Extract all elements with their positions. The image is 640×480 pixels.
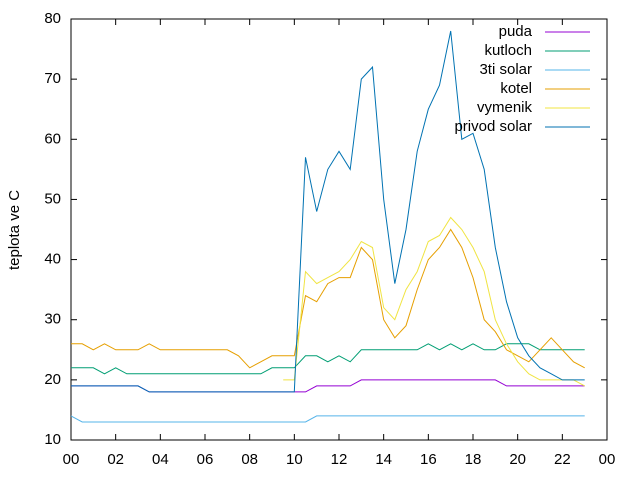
series-line bbox=[71, 343, 585, 375]
y-tick-label: 60 bbox=[44, 130, 61, 147]
y-tick-label: 20 bbox=[44, 371, 61, 388]
legend-label: 3ti solar bbox=[479, 61, 532, 78]
y-tick-label: 50 bbox=[44, 190, 61, 207]
x-tick-label: 22 bbox=[554, 451, 571, 468]
x-tick-label: 18 bbox=[465, 451, 482, 468]
y-tick-label: 70 bbox=[44, 70, 61, 87]
legend-label: privod solar bbox=[454, 118, 532, 135]
legend-label: puda bbox=[499, 23, 533, 40]
y-axis-label: teplota ve C bbox=[6, 190, 23, 270]
x-tick-label: 08 bbox=[241, 451, 258, 468]
x-tick-label: 10 bbox=[286, 451, 303, 468]
legend-label: kotel bbox=[500, 80, 532, 97]
legend-label: kutloch bbox=[484, 42, 532, 59]
x-tick-label: 06 bbox=[197, 451, 214, 468]
x-tick-label: 12 bbox=[331, 451, 348, 468]
series-line bbox=[70, 415, 585, 423]
x-tick-label: 00 bbox=[63, 451, 80, 468]
y-tick-label: 10 bbox=[44, 431, 61, 448]
x-tick-label: 16 bbox=[420, 451, 437, 468]
series-line bbox=[71, 228, 585, 369]
x-tick-label: 14 bbox=[375, 451, 392, 468]
x-tick-label: 02 bbox=[107, 451, 124, 468]
series-line bbox=[71, 379, 585, 393]
y-tick-label: 40 bbox=[44, 251, 61, 268]
y-tick-label: 30 bbox=[44, 311, 61, 328]
series-line bbox=[283, 216, 585, 387]
x-tick-label: 00 bbox=[599, 451, 616, 468]
legend-label: vymenik bbox=[477, 99, 533, 116]
y-tick-label: 80 bbox=[44, 10, 61, 27]
x-tick-label: 04 bbox=[152, 451, 169, 468]
series-line bbox=[71, 30, 585, 393]
x-tick-label: 20 bbox=[509, 451, 526, 468]
